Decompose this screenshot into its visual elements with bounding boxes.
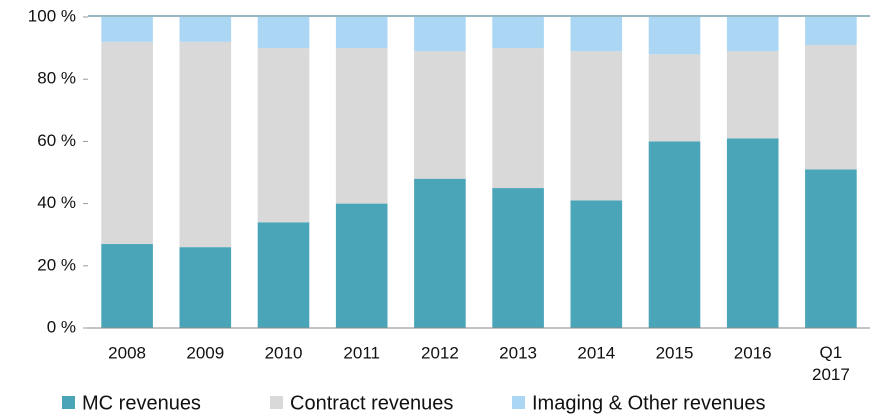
bar-segment [570,51,623,201]
legend-swatch [62,396,75,409]
bar-segment [726,51,779,139]
bar-segment [648,54,701,142]
bar-segment [257,222,310,328]
bar-segment [414,178,466,328]
x-tick-label: 2012 [421,343,459,362]
bar-segment [805,169,857,328]
y-tick-label: 100 % [28,6,76,25]
x-tick-label: 2015 [656,343,694,362]
bar-segment [726,17,779,52]
x-tick-label: 2010 [265,343,303,362]
bar-segment [805,44,857,170]
bar-segment [335,203,388,328]
bar-segment [414,51,466,179]
y-tick-label: 80 % [37,69,76,88]
bar-segment [101,41,153,245]
bar-segment [492,17,544,49]
bar-segment [335,17,388,49]
bar-segment [570,17,623,52]
bar-segment [179,247,232,328]
bar-segment [101,17,153,42]
legend-swatch [270,396,283,409]
y-tick-label: 20 % [37,255,76,274]
bar-segment [805,17,857,45]
x-tick-label: 2008 [108,343,146,362]
x-tick-label: 2011 [343,343,380,362]
bar-segment [179,41,232,248]
bar-segment [257,17,310,49]
bar-segment [648,17,701,55]
bar-segment [101,244,153,328]
y-tick-label: 40 % [37,193,76,212]
bar-segment [726,138,779,328]
y-tick-label: 0 % [47,317,76,336]
legend-swatch [512,396,525,409]
bar-segment [257,48,310,223]
legend-label: Imaging & Other revenues [532,392,765,414]
bar-segment [335,48,388,204]
x-tick-label: 2014 [577,343,615,362]
x-tick-label: 2013 [499,343,537,362]
legend-label: MC revenues [82,392,201,414]
bar-segment [179,17,232,42]
x-tick-label: 2016 [734,343,772,362]
x-tick-label: 2009 [186,343,224,362]
bar-segment [492,188,544,328]
bar-segment [570,200,623,328]
x-tick-label: Q1 2017 [812,343,850,384]
bar-segment [648,141,701,328]
y-tick-label: 60 % [37,131,76,150]
bar-segment [492,48,544,189]
legend-label: Contract revenues [290,392,453,414]
bar-segment [414,17,466,52]
